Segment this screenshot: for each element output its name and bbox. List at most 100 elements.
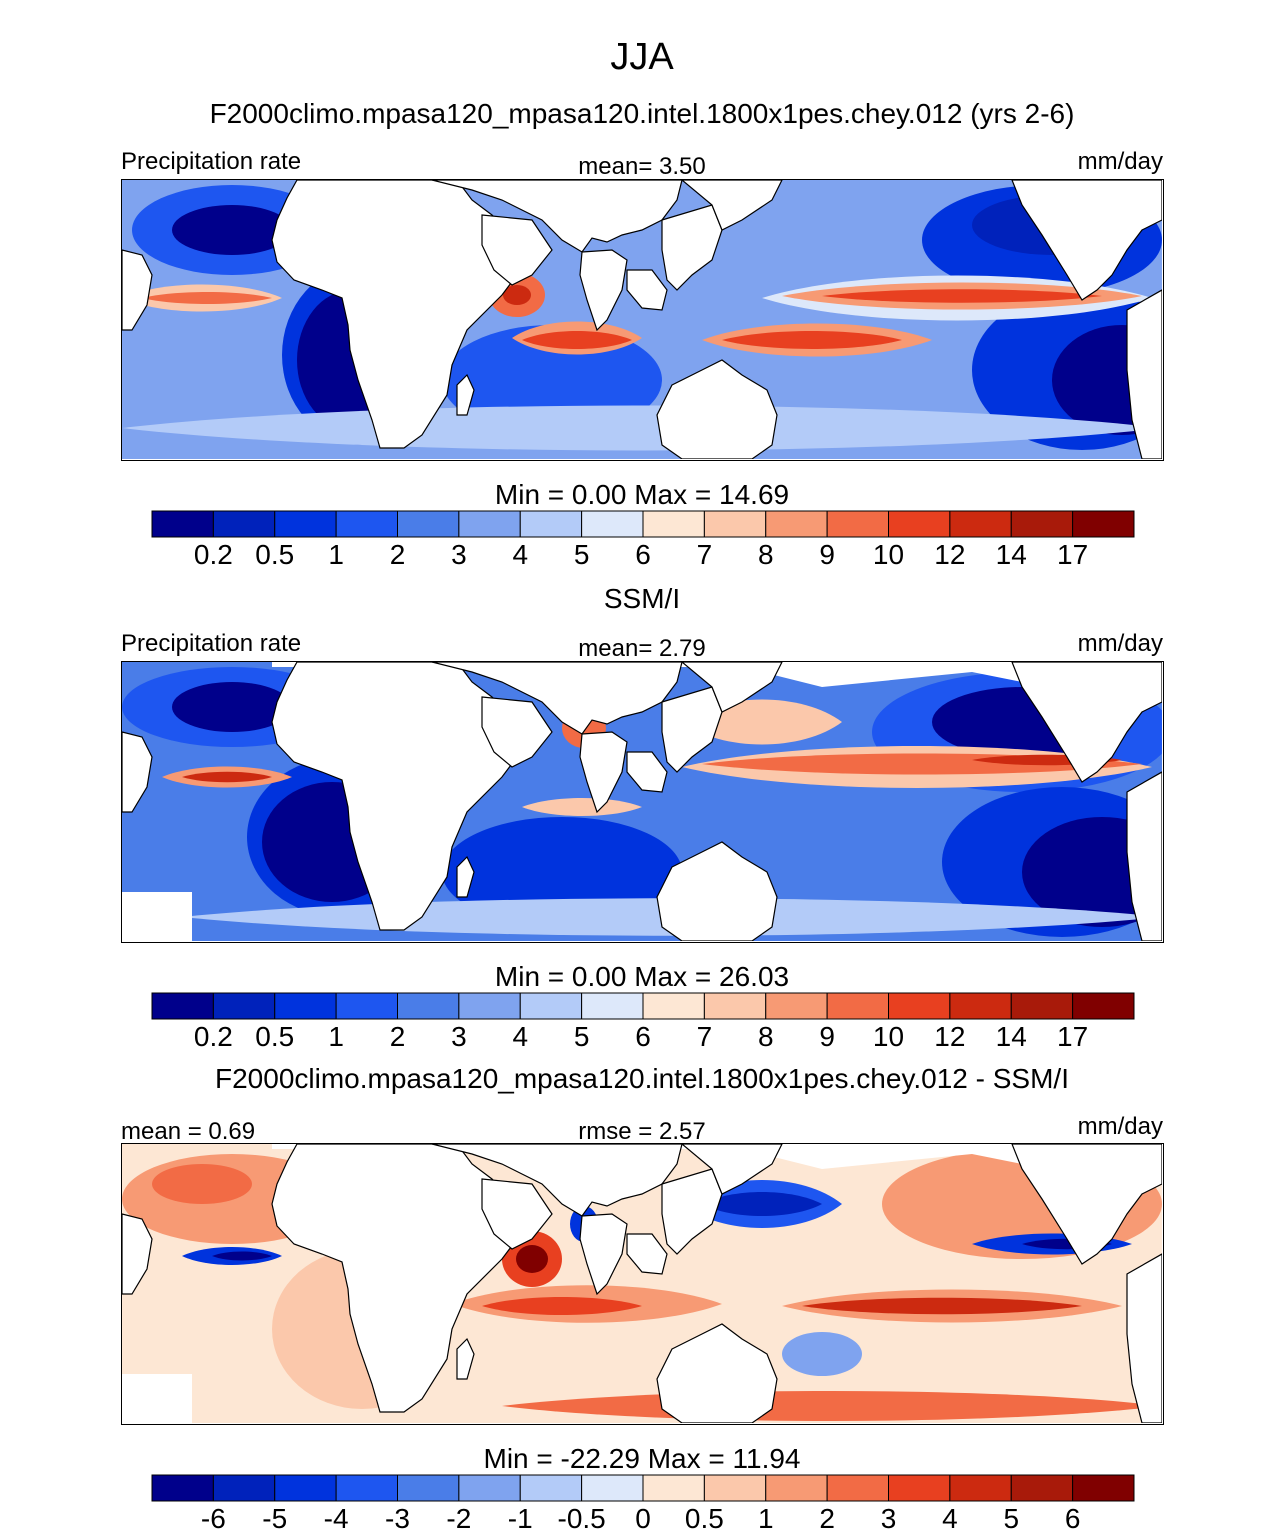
colorbar-tick-label: -0.5: [557, 1503, 606, 1534]
panel-1-mean-label: mean= 3.50: [578, 153, 706, 180]
madagascar-landmass: [456, 373, 475, 416]
colorbar-tick-label: 3: [451, 539, 467, 570]
diff-indian-band: [482, 1297, 642, 1315]
colorbar-tick-label: 6: [635, 539, 651, 570]
panel-3-mean-label: mean = 0.69: [121, 1118, 256, 1145]
obs-atlantic-itcz: [182, 771, 272, 783]
colorbar-tick-label: 1: [328, 1021, 344, 1052]
colorbar-tick-label: 12: [934, 539, 966, 570]
colorbar-tick-label: -3: [385, 1503, 410, 1534]
colorbar-swatch: [212, 510, 276, 538]
colorbar-swatch: [949, 1474, 1012, 1502]
colorbar-tick-label: -2: [446, 1503, 472, 1534]
colorbar-tick-label: -1: [507, 1503, 533, 1534]
colorbar-tick-label: 4: [942, 1503, 958, 1534]
colorbar-swatch: [458, 1474, 521, 1502]
colorbar-tick-label: 7: [696, 1021, 713, 1052]
colorbar-swatch: [765, 992, 828, 1020]
colorbar-swatch: [826, 992, 889, 1020]
colorbar-swatch: [1072, 992, 1135, 1020]
colorbar-tick-label: 1: [757, 1503, 774, 1534]
colorbar-tick-label: 10: [872, 1021, 905, 1052]
panel-3-rmse-label: rmse = 2.57: [578, 1118, 706, 1145]
australia-landmass: [656, 359, 778, 459]
colorbar-swatch: [765, 510, 828, 538]
spcz: [722, 331, 902, 349]
panel-3-units-label: mm/day: [1077, 1113, 1163, 1140]
colorbar-swatch: [581, 510, 644, 538]
colorbar-swatch: [397, 510, 460, 538]
colorbar-tick-label: 6: [1064, 1503, 1081, 1534]
east-asia-landmass: [681, 662, 783, 713]
panel-2-variable-label: Precipitation rate: [121, 630, 302, 657]
north-atlantic-dry-core: [172, 205, 292, 255]
colorbar-swatch: [642, 992, 705, 1020]
atlantic-itcz: [142, 292, 272, 304]
colorbar-swatch: [335, 1474, 398, 1502]
colorbar-tick-label: 17: [1057, 539, 1089, 570]
colorbar-tick-label: 3: [451, 1021, 467, 1052]
central-america-landmass: [1011, 180, 1162, 301]
obs-mask-north: [272, 1144, 1162, 1169]
panel-2-map: [121, 661, 1164, 943]
panel-3-min-max: Min = -22.29 Max = 11.94: [483, 1443, 801, 1474]
colorbar-tick-label: 5: [573, 539, 590, 570]
obs-mask-southwest: [122, 892, 192, 941]
colorbar-swatch: [519, 1474, 583, 1502]
colorbar-tick-label: 17: [1057, 1021, 1089, 1052]
colorbar-tick-label: 0.2: [193, 1021, 233, 1052]
arabia-india-landmass: [481, 214, 628, 332]
australia-landmass: [656, 1323, 778, 1423]
panel-1-variable-label: Precipitation rate: [121, 148, 302, 175]
panel-1-colorbar: 0.2 0.5 1 2 3 4 5 6 7 8 9 10 12 14 17: [151, 510, 1135, 569]
colorbar-swatch: [519, 510, 583, 538]
colorbar-swatch: [949, 510, 1012, 538]
arabian-sea-core: [503, 285, 531, 305]
colorbar-swatch: [826, 1474, 889, 1502]
europe-asia-landmass: [431, 180, 683, 253]
colorbar-swatch: [151, 1474, 214, 1502]
colorbar-swatch: [703, 1474, 767, 1502]
colorbar-swatch: [703, 510, 767, 538]
colorbar-tick-label: 10: [872, 539, 905, 570]
colorbar-tick-label: 0.5: [255, 539, 295, 570]
colorbar-tick-label: 2: [389, 1021, 406, 1052]
colorbar-swatch: [1010, 992, 1074, 1020]
europe-asia-landmass: [431, 662, 683, 735]
central-america-landmass: [1011, 1144, 1162, 1265]
diff-atlantic-itcz-core: [212, 1251, 272, 1261]
colorbar-tick-label: 14: [995, 539, 1027, 570]
colorbar-tick-label: -6: [200, 1503, 226, 1534]
colorbar-tick-label: 8: [757, 539, 774, 570]
madagascar-landmass: [456, 1337, 475, 1380]
colorbar-swatch: [274, 510, 337, 538]
panel-2-min-max: Min = 0.00 Max = 26.03: [494, 961, 790, 992]
colorbar-tick-label: 0.5: [684, 1503, 724, 1534]
diff-arabian-sea-core: [516, 1245, 548, 1273]
diff-mask-southwest: [122, 1374, 192, 1423]
colorbar-swatch: [581, 992, 644, 1020]
australia-landmass: [656, 841, 778, 941]
colorbar-swatch: [458, 992, 521, 1020]
colorbar-tick-label: -4: [323, 1503, 349, 1534]
colorbar-swatch: [519, 992, 583, 1020]
south-america-landmass: [1126, 1253, 1162, 1423]
south-america-east-landmass: [122, 249, 153, 331]
colorbar-tick-label: -5: [262, 1503, 288, 1534]
diff-coral-sea-deficit: [782, 1332, 862, 1376]
colorbar-swatch: [765, 1474, 828, 1502]
panel-1-title: F2000climo.mpasa120_mpasa120.intel.1800x…: [209, 98, 1075, 129]
colorbar-tick-label: 0.2: [193, 539, 233, 570]
panel-3-title: F2000climo.mpasa120_mpasa120.intel.1800x…: [215, 1063, 1069, 1094]
colorbar-swatch: [888, 1474, 951, 1502]
colorbar-swatch: [274, 1474, 337, 1502]
colorbar-tick-label: 9: [819, 539, 835, 570]
colorbar-swatch: [888, 992, 951, 1020]
arabia-india-landmass: [481, 1178, 628, 1296]
colorbar-swatch: [274, 992, 337, 1020]
indian-ocean-band: [522, 331, 632, 349]
south-america-landmass: [1126, 771, 1162, 941]
panel-3-map: [121, 1143, 1164, 1425]
colorbar-tick-label: 0: [635, 1503, 651, 1534]
panel-2-colorbar: 0.2 0.5 1 2 3 4 5 6 7 8 9 10 12 14 17: [151, 992, 1135, 1051]
